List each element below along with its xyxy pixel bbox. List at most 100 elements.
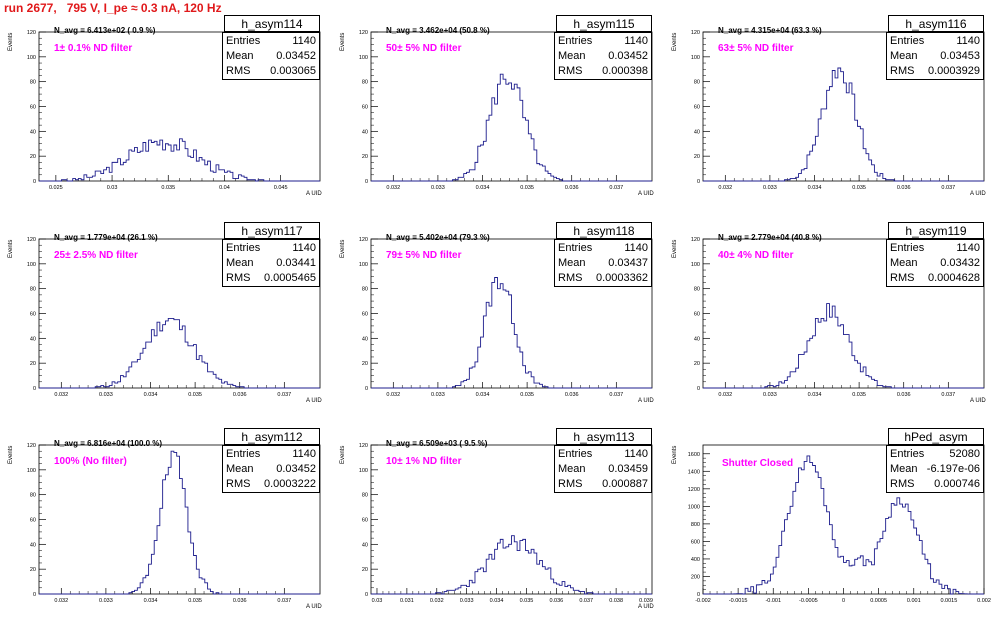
y-tick-label: 1400: [688, 469, 700, 475]
filter-label: 79± 5% ND filter: [386, 250, 462, 261]
stats-label-rms: RMS: [890, 272, 915, 284]
histogram-pad-h_asym118: 0 20 40 60 80 100 120 0.032 0.033 0.034 0.035 0.036…: [334, 222, 664, 427]
histogram-plot: 0 20 40 60 80 100 120 0.032 0.033 0.034 0.035 0.036…: [27, 237, 321, 398]
x-tick-label: 0.035: [520, 392, 534, 398]
histogram-name: h_asym117: [224, 222, 320, 239]
stats-label-mean: Mean: [558, 50, 586, 62]
y-tick-label: 80: [362, 493, 368, 499]
filter-label: 100% (No filter): [54, 456, 127, 467]
filter-label: 50± 5% ND filter: [386, 43, 462, 54]
y-tick-label: 20: [694, 154, 700, 160]
x-tick-label: 0.035: [188, 598, 202, 604]
x-tick-label: 0.035: [520, 598, 534, 604]
y-tick-label: 80: [30, 493, 36, 499]
y-tick-label: 1000: [688, 504, 700, 510]
x-tick-label: 0.035: [852, 185, 866, 191]
y-tick-label: 120: [359, 443, 368, 449]
x-tick-label: 0.04: [219, 185, 230, 191]
y-tick-label: 20: [362, 361, 368, 367]
histogram-plot: 0 20 40 60 80 100 120 0.03 0.031 0.032 0.033 0.034 0…: [359, 443, 653, 604]
y-tick-label: 120: [359, 30, 368, 36]
stats-box: Entries 1140 Mean 0.03437 RMS 0.0003362: [554, 239, 652, 287]
histogram-line: [703, 67, 984, 182]
y-tick-label: 800: [691, 522, 700, 528]
y-tick-label: 120: [27, 443, 36, 449]
stats-row-entries: Entries 1140: [887, 34, 983, 49]
x-tick-label: 0.0015: [940, 598, 957, 604]
stats-label-entries: Entries: [558, 448, 593, 460]
stats-label-mean: Mean: [558, 257, 586, 269]
y-axis-label: Events: [8, 239, 14, 258]
x-tick-label: 0.036: [233, 598, 247, 604]
x-tick-label: 0.0005: [870, 598, 887, 604]
histogram-plot: 0 20 40 60 80 100 120 0.025 0.03 0.035 0.04 0.045: [27, 30, 321, 191]
y-tick-label: 100: [359, 55, 368, 61]
x-tick-label: 0.033: [99, 598, 113, 604]
y-tick-label: 0: [33, 179, 36, 185]
y-tick-label: 80: [694, 287, 700, 293]
x-tick-label: 0.036: [549, 598, 563, 604]
n-avg-label: N_avg = 2.779e+04 (40.8 %): [718, 233, 822, 242]
x-tick-label: 0.037: [277, 392, 291, 398]
y-tick-label: 0: [365, 592, 368, 598]
y-tick-label: 100: [691, 262, 700, 268]
x-tick-label: 0.033: [460, 598, 474, 604]
n-avg-label: N_avg = 3.462e+04 (50.8 %): [386, 26, 490, 35]
x-tick-label: 0.035: [188, 392, 202, 398]
y-tick-label: 1200: [688, 487, 700, 493]
y-tick-label: 20: [362, 154, 368, 160]
x-axis-label: A UID: [638, 398, 654, 404]
x-tick-label: 0.034: [490, 598, 504, 604]
histogram-line: [703, 455, 984, 595]
stats-row-entries: Entries 1140: [555, 241, 651, 256]
stats-row-rms: RMS 0.0003929: [887, 64, 983, 79]
stats-row-rms: RMS 0.0003362: [555, 271, 651, 286]
stats-value-mean: 0.03437: [608, 257, 648, 269]
x-tick-label: 0.03: [372, 598, 383, 604]
histogram-line: [703, 303, 984, 389]
histogram-plot: 0 20 40 60 80 100 120 0.032 0.033 0.034 0.035 0.036…: [27, 443, 321, 604]
y-tick-label: 20: [694, 361, 700, 367]
n-avg-label: N_avg = 5.402e+04 (79.3 %): [386, 233, 490, 242]
stats-row-entries: Entries 1140: [555, 447, 651, 462]
stats-label-entries: Entries: [226, 35, 261, 47]
y-tick-label: 100: [359, 468, 368, 474]
stats-row-rms: RMS 0.003065: [223, 64, 319, 79]
y-tick-label: 60: [30, 105, 36, 111]
y-tick-label: 60: [30, 312, 36, 318]
stats-row-mean: Mean 0.03459: [555, 462, 651, 477]
stats-box: Entries 1140 Mean 0.03459 RMS 0.000887: [554, 445, 652, 493]
stats-box: Entries 1140 Mean 0.03452 RMS 0.003065: [222, 32, 320, 80]
stats-value-mean: 0.03452: [276, 463, 316, 475]
stats-value-mean: 0.03452: [608, 50, 648, 62]
stats-label-entries: Entries: [890, 35, 925, 47]
stats-value-rms: 0.0003929: [928, 65, 980, 77]
x-tick-label: 0.025: [49, 185, 63, 191]
y-tick-label: 100: [359, 262, 368, 268]
histogram-line: [371, 73, 652, 182]
stats-box: Entries 1140 Mean 0.03453 RMS 0.0003929: [886, 32, 984, 80]
x-tick-label: 0.037: [579, 598, 593, 604]
stats-label-entries: Entries: [558, 35, 593, 47]
histogram-pad-h_asym114: 0 20 40 60 80 100 120 0.025 0.03 0.035 0.04 0.045 Ev…: [2, 15, 332, 220]
x-tick-label: 0.033: [763, 392, 777, 398]
stats-value-entries: 1140: [956, 35, 980, 47]
x-tick-label: 0.035: [161, 185, 175, 191]
stats-row-mean: Mean 0.03452: [555, 49, 651, 64]
filter-label: Shutter Closed: [722, 458, 794, 469]
x-tick-label: 0.032: [54, 598, 68, 604]
y-tick-label: 40: [694, 336, 700, 342]
y-axis-label: Events: [340, 239, 346, 258]
y-axis-label: Events: [8, 32, 14, 51]
histogram-name: h_asym114: [224, 15, 320, 32]
y-tick-label: 200: [691, 574, 700, 580]
y-tick-label: 80: [30, 80, 36, 86]
x-tick-label: 0.034: [144, 598, 158, 604]
stats-value-rms: 0.003065: [270, 65, 316, 77]
x-tick-label: 0.034: [808, 392, 822, 398]
x-tick-label: 0.03: [107, 185, 118, 191]
stats-value-rms: 0.000887: [602, 478, 648, 490]
y-tick-label: 40: [362, 542, 368, 548]
stats-row-mean: Mean 0.03432: [887, 256, 983, 271]
x-axis-label: A UID: [970, 398, 986, 404]
